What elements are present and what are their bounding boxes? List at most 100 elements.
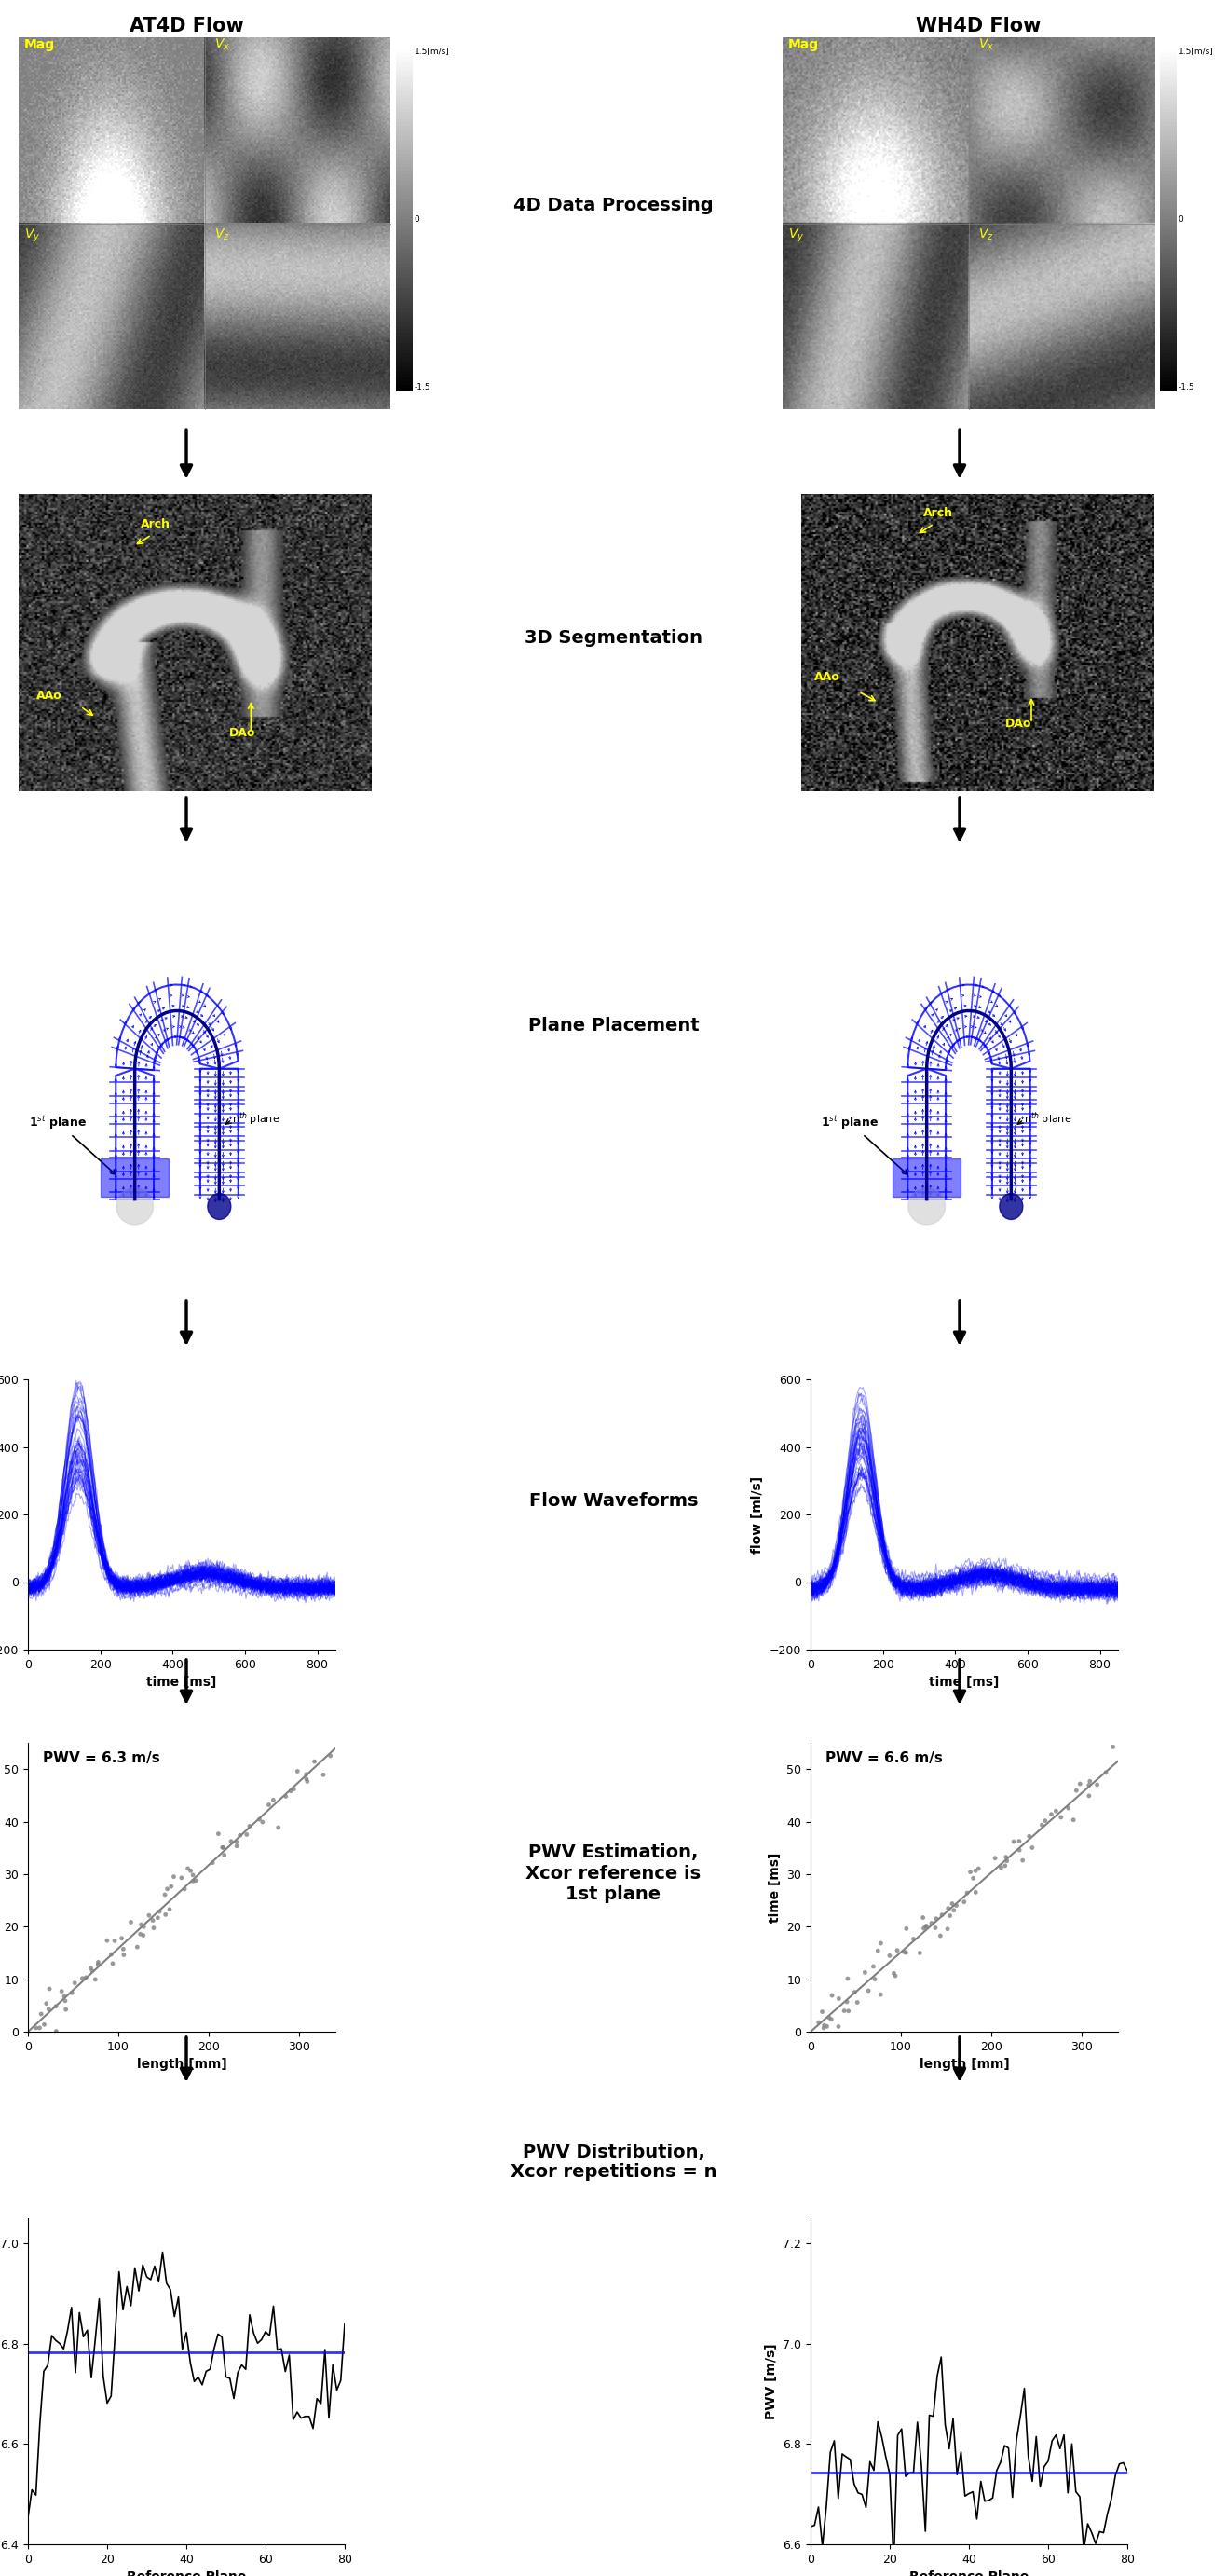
Point — [47, 2012, 66, 2053]
Point — [966, 1850, 985, 1891]
Text: PWV = 6.6 m/s: PWV = 6.6 m/s — [826, 1752, 944, 1765]
Point — [1020, 1816, 1039, 1857]
Point — [940, 1896, 960, 1937]
Point — [213, 1826, 233, 1868]
Point — [34, 2004, 54, 2045]
Point — [237, 1814, 256, 1855]
Point — [174, 1868, 194, 1909]
Point — [150, 1891, 169, 1932]
Point — [1052, 1795, 1071, 1837]
Point — [283, 1767, 303, 1808]
Point — [864, 1945, 883, 1986]
Text: AT4D Flow: AT4D Flow — [129, 18, 243, 36]
Point — [297, 1762, 317, 1803]
Point — [144, 1906, 163, 1947]
Point — [88, 1942, 108, 1984]
Point — [829, 1978, 849, 2020]
Text: Flow Waveforms: Flow Waveforms — [529, 1492, 698, 1510]
Point — [1032, 1803, 1052, 1844]
X-axis label: time [ms]: time [ms] — [146, 1677, 217, 1690]
Text: -1.5: -1.5 — [1178, 384, 1195, 392]
Point — [946, 1886, 966, 1927]
Point — [37, 1984, 56, 2025]
Point — [1004, 1821, 1023, 1862]
Ellipse shape — [117, 1188, 153, 1224]
Point — [139, 1896, 158, 1937]
Point — [88, 1945, 108, 1986]
Point — [821, 1999, 840, 2040]
Point — [910, 1932, 930, 1973]
Text: n$^{th}$ plane: n$^{th}$ plane — [1023, 1110, 1071, 1128]
Ellipse shape — [908, 1188, 945, 1224]
Text: DAo: DAo — [1005, 719, 1031, 729]
Point — [896, 1932, 915, 1973]
Point — [304, 1741, 324, 1783]
Point — [134, 1906, 153, 1947]
Point — [921, 1904, 941, 1945]
Text: 1$^{st}$ plane: 1$^{st}$ plane — [29, 1115, 115, 1175]
Point — [97, 1919, 117, 1960]
Text: AAo: AAo — [815, 670, 840, 683]
Point — [1036, 1801, 1055, 1842]
Point — [104, 1919, 124, 1960]
Point — [865, 1958, 885, 1999]
Point — [164, 1857, 184, 1899]
X-axis label: time [ms]: time [ms] — [929, 1677, 999, 1690]
Point — [253, 1801, 272, 1842]
Text: $V_y$: $V_y$ — [788, 227, 805, 245]
Point — [29, 2007, 49, 2048]
Point — [56, 1989, 76, 2030]
Polygon shape — [893, 1159, 961, 1195]
Point — [914, 1909, 934, 1950]
Point — [855, 1953, 875, 1994]
Point — [968, 1847, 988, 1888]
Point — [894, 1932, 914, 1973]
Text: PWV = 6.3 m/s: PWV = 6.3 m/s — [43, 1752, 161, 1765]
Point — [156, 1893, 175, 1935]
Point — [160, 1888, 179, 1929]
Text: WH4D Flow: WH4D Flow — [915, 18, 1040, 36]
Point — [63, 1973, 82, 2014]
Point — [313, 1754, 333, 1795]
Point — [1066, 1770, 1086, 1811]
Point — [917, 1906, 936, 1947]
Point — [996, 1837, 1016, 1878]
Point — [227, 1821, 247, 1862]
Text: PWV Distribution,
Xcor repetitions = n: PWV Distribution, Xcor repetitions = n — [510, 2143, 717, 2182]
Text: 1.5[m/s]: 1.5[m/s] — [415, 46, 449, 54]
Point — [76, 1958, 96, 1999]
Point — [148, 1896, 168, 1937]
Text: 0: 0 — [415, 214, 420, 224]
Point — [39, 1989, 59, 2030]
Point — [886, 1955, 906, 1996]
Point — [297, 1754, 317, 1795]
Text: $V_y$: $V_y$ — [25, 227, 40, 245]
Point — [955, 1880, 974, 1922]
Text: $V_z$: $V_z$ — [215, 227, 229, 242]
Point — [276, 1775, 296, 1816]
Point — [867, 1929, 887, 1971]
Point — [848, 1981, 867, 2022]
Point — [155, 1875, 174, 1917]
Point — [86, 1958, 106, 1999]
Point — [963, 1857, 983, 1899]
Point — [287, 1752, 307, 1793]
Text: 3D Segmentation: 3D Segmentation — [524, 629, 703, 647]
Text: $V_z$: $V_z$ — [978, 227, 994, 242]
Point — [1022, 1826, 1042, 1868]
X-axis label: Reference Plane: Reference Plane — [909, 2571, 1028, 2576]
Ellipse shape — [1000, 1193, 1023, 1218]
Point — [144, 1901, 163, 1942]
Point — [903, 1919, 923, 1960]
Text: 1$^{st}$ plane: 1$^{st}$ plane — [821, 1115, 908, 1175]
Point — [114, 1935, 134, 1976]
Text: Mag: Mag — [788, 39, 820, 52]
Point — [112, 1917, 131, 1958]
Y-axis label: flow [ml/s]: flow [ml/s] — [751, 1476, 764, 1553]
Point — [1080, 1775, 1099, 1816]
Point — [820, 1996, 839, 2038]
Point — [215, 1834, 234, 1875]
Point — [917, 1906, 936, 1947]
Text: 0: 0 — [1178, 214, 1184, 224]
Point — [1096, 1752, 1115, 1793]
